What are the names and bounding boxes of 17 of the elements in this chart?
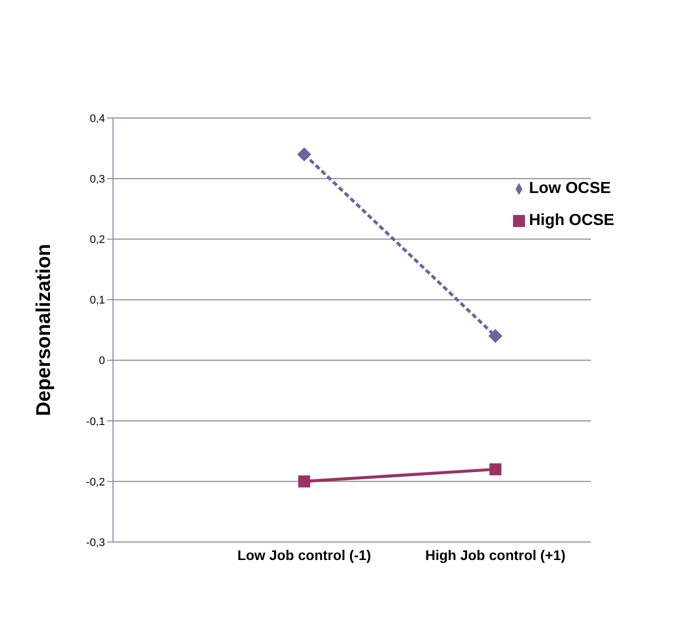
y-tick-label: 0 [98, 355, 105, 368]
y-tick-label: 0,4 [90, 112, 105, 125]
point [488, 329, 502, 344]
x-tick-label: Low Job control (-1) [237, 546, 372, 563]
y-tick-label: -0,1 [86, 416, 105, 428]
legend-label: High OCSE [529, 212, 614, 229]
y-tick-label: 0,2 [90, 234, 105, 246]
y-tick-label: -0,3 [86, 536, 105, 549]
y-axis-title: Depersonalization [33, 244, 56, 416]
point [298, 475, 310, 488]
y-tick-label: 0,3 [90, 173, 105, 186]
x-tick-label: High Job control (+1) [425, 546, 566, 563]
point [297, 147, 312, 162]
y-tick-label: -0,2 [86, 476, 105, 488]
point [489, 463, 502, 476]
y-tick-label: 0,1 [90, 294, 105, 307]
legend-label: Low OCSE [529, 180, 611, 197]
